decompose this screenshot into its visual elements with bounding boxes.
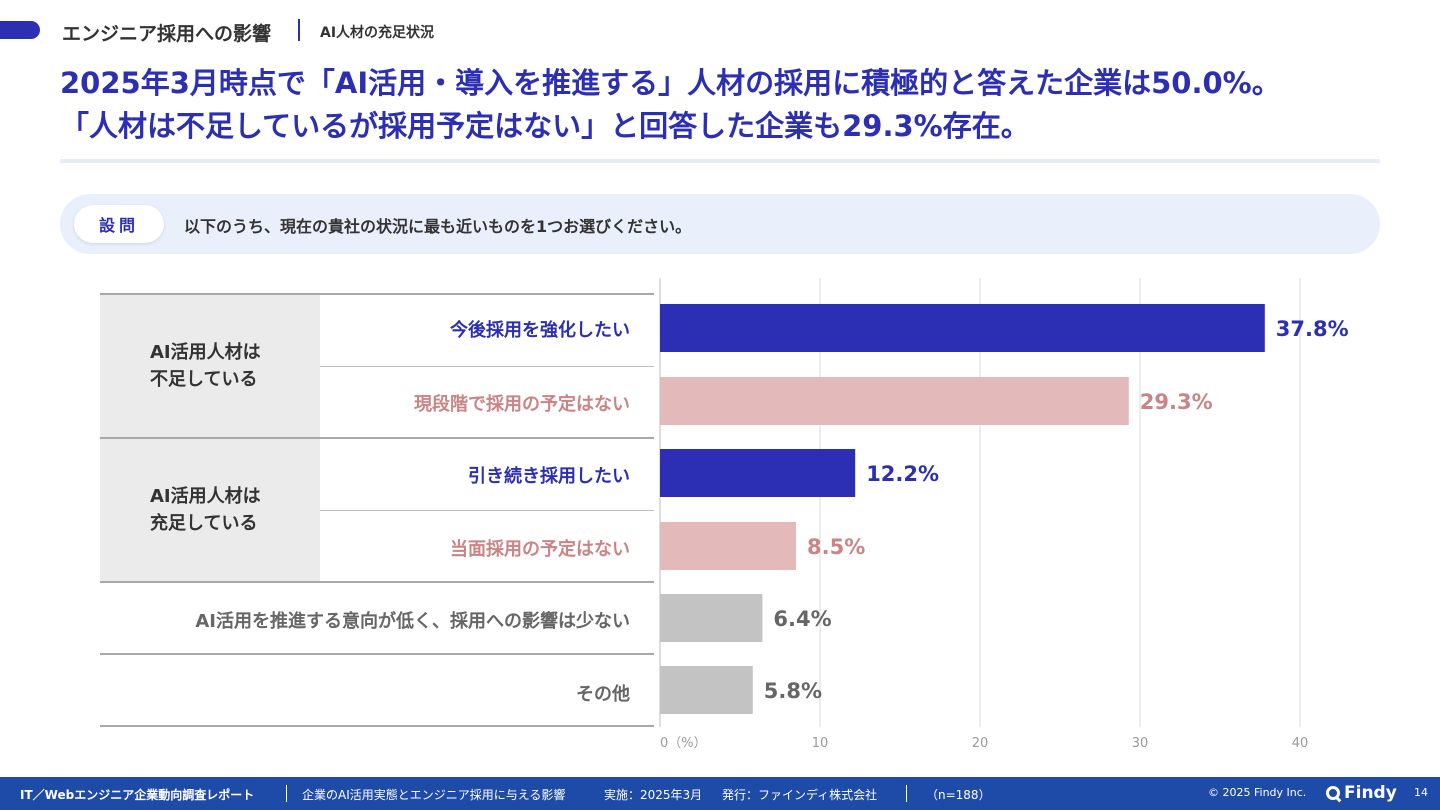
bar (660, 666, 753, 714)
footer-copyright: © 2025 Findy Inc. (1208, 786, 1307, 799)
row-label: 引き続き採用したい (468, 466, 630, 487)
bar (660, 522, 796, 570)
table-line (320, 510, 654, 511)
table-line (100, 293, 654, 295)
header-divider (298, 19, 300, 41)
x-tick-label: 0（%） (660, 736, 707, 751)
table-line (100, 653, 654, 655)
section-subtitle: AI人材の充足状況 (320, 25, 435, 41)
table-line (100, 437, 654, 439)
bar-value-label: 6.4% (773, 607, 831, 631)
headline-divider (60, 159, 1380, 163)
x-tick-label: 40 (1292, 736, 1309, 751)
table-line (100, 581, 654, 583)
headline-line-1: 2025年3月時点で「AI活用・導入を推進する」人材の採用に積極的と答えた企業は… (60, 66, 1281, 100)
row-label: 現段階で採用の予定はない (414, 394, 630, 415)
footer: IT／Webエンジニア企業動向調査レポート 企業のAI活用実態とエンジニア採用に… (0, 777, 1440, 810)
bar-value-label: 12.2% (866, 462, 939, 486)
row-label: 当面採用の予定はない (450, 539, 630, 560)
bar-chart: 0（%） 10 20 30 40 37.8% 29.3% 12.2% 8.5% 6.4% 5.8% (659, 278, 1349, 751)
row-label: AI活用を推進する意向が低く、採用への影響は少ない (195, 611, 630, 632)
bar-value-label: 8.5% (807, 535, 865, 559)
x-tick-label: 30 (1132, 736, 1149, 751)
page-number: 14 (1414, 786, 1428, 799)
header-accent-pill (0, 21, 40, 39)
section-title: エンジニア採用への影響 (62, 23, 272, 45)
footer-date: 実施：2025年3月 (604, 788, 703, 802)
footer-divider (906, 785, 907, 802)
footer-report-subtitle: 企業のAI活用実態とエンジニア採用に与える影響 (302, 788, 566, 802)
bar-value-label: 29.3% (1140, 390, 1213, 414)
group-label-shortage: AI活用人材は 不足している (150, 342, 261, 390)
bar-value-label: 5.8% (764, 679, 822, 703)
question-bar (60, 194, 1380, 254)
bar (660, 377, 1129, 425)
footer-publisher: 発行：ファインディ株式会社 (722, 788, 878, 802)
footer-divider (286, 785, 287, 802)
headline: 2025年3月時点で「AI活用・導入を推進する」人材の採用に積極的と答えた企業は… (60, 62, 1281, 148)
findy-logo: Findy (1326, 783, 1397, 803)
footer-sample: （n=188） (926, 788, 991, 802)
question-badge: 設問 (74, 205, 164, 243)
bar (660, 449, 856, 497)
findy-logo-icon (1326, 786, 1340, 800)
group-cell-sufficient: AI活用人材は 充足している (100, 438, 320, 582)
bar (660, 304, 1265, 352)
findy-logo-text: Findy (1344, 783, 1397, 803)
row-label: 今後採用を強化したい (450, 320, 630, 341)
headline-line-2: 「人材は不足しているが採用予定はない」と回答した企業も29.3%存在。 (60, 109, 1030, 143)
question-text: 以下のうち、現在の貴社の状況に最も近いものを1つお選びください。 (184, 217, 692, 236)
group-cell-shortage: AI活用人材は 不足している (100, 294, 320, 438)
x-tick-label: 20 (972, 736, 989, 751)
footer-report-title: IT／Webエンジニア企業動向調査レポート (20, 788, 255, 802)
table-line (320, 366, 654, 367)
bar (660, 594, 763, 642)
x-tick-label: 10 (812, 736, 829, 751)
row-label: その他 (576, 684, 630, 705)
group-label-sufficient: AI活用人材は 充足している (150, 486, 261, 534)
table-line (100, 725, 654, 727)
bar-value-label: 37.8% (1276, 317, 1349, 341)
